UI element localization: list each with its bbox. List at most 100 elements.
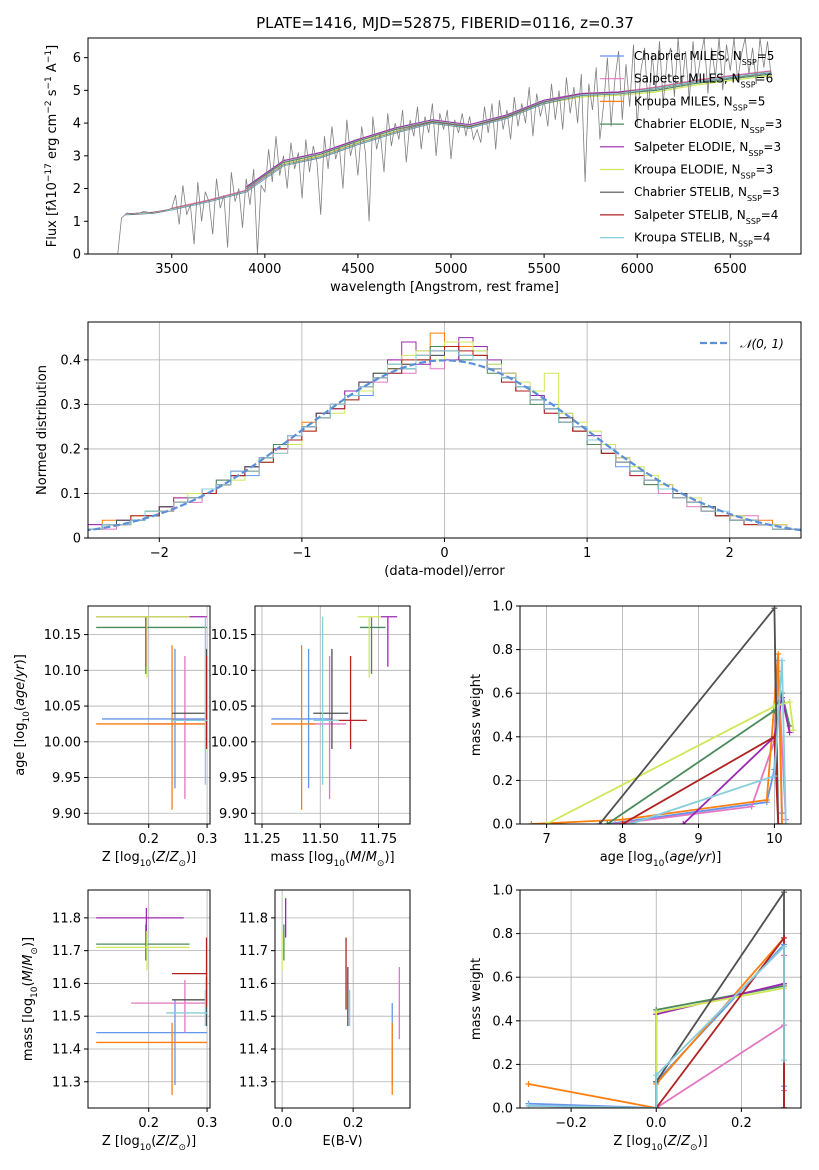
mass-weight-marker	[790, 727, 797, 734]
x-tick-label: −0.2	[555, 1116, 587, 1131]
mass-weight-marker	[653, 1009, 660, 1016]
y-tick-label: 11.5	[239, 1010, 268, 1025]
y-tick-label: 0.1	[60, 487, 81, 502]
plot-area	[96, 908, 208, 1095]
y-tick-label: 10.15	[211, 628, 248, 643]
x-tick-label: 7	[542, 832, 550, 847]
mass-weight-marker	[604, 821, 611, 824]
y-tick-label: 0.2	[492, 774, 513, 789]
axes-frame	[87, 889, 211, 1109]
y-tick-label: 2	[73, 182, 81, 197]
plot-area	[528, 606, 797, 824]
y-tick-label: 11.4	[52, 1042, 81, 1057]
x-tick-label: 0.0	[646, 1116, 667, 1131]
legend-label: Chabrier ELODIE, NSSP=3	[634, 117, 782, 135]
mass-weight-marker	[782, 821, 789, 824]
x-tick-label: 10	[766, 832, 783, 847]
y-tick-label: 11.6	[239, 977, 268, 992]
gaussian-curve	[88, 359, 801, 532]
y-tick-label: 0	[73, 248, 81, 263]
y-tick-label: 5	[73, 84, 81, 99]
x-tick-label: 8	[618, 832, 626, 847]
x-tick-label: −1	[292, 546, 311, 561]
y-tick-label: 11.3	[239, 1075, 268, 1090]
panel-residuals: −2 −1 0 1 2 0 0.1 0.2 0.3 0.4 (data-model)/error No…	[35, 321, 802, 579]
x-tick-label: 0.2	[343, 1116, 364, 1131]
plot-area	[271, 616, 398, 810]
mass-weight-line	[655, 984, 785, 1108]
plot-area	[525, 890, 787, 1108]
y-tick-label: 9.90	[52, 807, 81, 822]
y-tick-label: 10.00	[211, 735, 248, 750]
y-tick-label: 11.4	[239, 1042, 268, 1057]
mass-weight-line	[531, 653, 783, 824]
x-axis-label: Z [log10(Z/Z⊙)]	[613, 1134, 707, 1153]
panel-mass_vs_Z: 0.2 0.3 11.3 11.4 11.5 11.6 11.7 11.8 Z [log10(Z…	[21, 889, 218, 1153]
y-axis-label: mass weight	[469, 674, 484, 756]
mass-weight-marker	[653, 1105, 660, 1108]
x-tick-label: 11.50	[302, 832, 339, 847]
x-tick-label: 3500	[155, 262, 188, 277]
y-tick-label: 0	[73, 532, 81, 547]
y-tick-label: 1.0	[492, 600, 513, 615]
mass-weight-marker	[771, 773, 778, 780]
mass-weight-line	[546, 700, 795, 824]
y-axis-label: mass weight	[469, 958, 484, 1040]
plot-area	[96, 616, 208, 810]
y-tick-label: 11.3	[52, 1075, 81, 1090]
axes-frame	[274, 889, 411, 1109]
legend-label: 𝒩(0, 1)	[740, 337, 784, 351]
x-tick-label: 0.3	[197, 832, 218, 847]
axes-frame	[87, 605, 211, 825]
mass-weight-marker	[525, 1081, 532, 1088]
y-tick-label: 1	[73, 215, 81, 230]
y-tick-label: 0.4	[60, 353, 81, 368]
mass-weight-marker	[611, 821, 618, 824]
mass-weight-marker	[680, 821, 687, 824]
legend-label: Salpeter STELIB, NSSP=4	[634, 208, 778, 226]
mass-weight-line	[655, 982, 785, 1108]
axes-frame	[519, 605, 802, 825]
mass-weight-marker	[748, 803, 755, 810]
y-tick-label: 0.0	[492, 1102, 513, 1117]
y-tick-label: 11.7	[239, 944, 268, 959]
mass-weight-marker	[779, 657, 786, 664]
y-axis-label: mass [log10(M/M⊙)]	[21, 937, 40, 1061]
legend-label: Chabrier MILES, NSSP=5	[634, 49, 774, 67]
y-tick-label: 10.05	[44, 700, 81, 715]
y-tick-label: 11.5	[52, 1010, 81, 1025]
mass-weight-marker	[780, 943, 787, 950]
x-tick-label: 0.3	[197, 1116, 218, 1131]
x-tick-label: 11.25	[243, 832, 280, 847]
x-tick-label: 9	[694, 832, 702, 847]
y-tick-label: 9.90	[219, 807, 248, 822]
model-spectrum-line	[245, 73, 772, 189]
y-tick-label: 10.05	[211, 700, 248, 715]
x-tick-label: 4000	[248, 262, 281, 277]
mass-weight-marker	[528, 821, 535, 824]
axes-frame	[519, 889, 802, 1109]
x-axis-label: Z [log10(Z/Z⊙)]	[102, 850, 196, 869]
legend-label: Chabrier STELIB, NSSP=3	[634, 185, 780, 203]
y-axis-label: Flux [fλ10−17 erg cm−2 s−1 A−1]	[44, 45, 60, 247]
y-tick-label: 0.4	[492, 1014, 513, 1029]
x-tick-label: 0.2	[138, 832, 159, 847]
mass-weight-marker	[619, 821, 626, 824]
y-tick-label: 10.15	[44, 628, 81, 643]
legend-label: Kroupa STELIB, NSSP=4	[634, 231, 771, 249]
mass-weight-marker	[653, 1072, 660, 1079]
mass-weight-marker	[627, 821, 634, 824]
mass-weight-line	[629, 660, 787, 824]
mass-weight-marker	[775, 650, 782, 657]
y-axis-label: age [log10(age/yr)]	[13, 654, 32, 776]
mass-weight-marker	[786, 698, 793, 705]
legend-label: Salpeter MILES, NSSP=6	[634, 72, 773, 90]
panel-age_vs_mass: 11.25 11.50 11.75 9.90 9.95 10.00 10.05 10.10 10…	[211, 605, 411, 869]
x-tick-label: 5000	[434, 262, 467, 277]
mass-weight-marker	[763, 797, 770, 804]
mass-weight-line	[655, 935, 785, 1108]
axes-frame	[87, 37, 802, 255]
mass-weight-line	[606, 690, 791, 824]
panel-mass_vs_EBV: 0.0 0.2 11.3 11.4 11.5 11.6 11.7 11.8 E(B-V)	[239, 889, 411, 1149]
